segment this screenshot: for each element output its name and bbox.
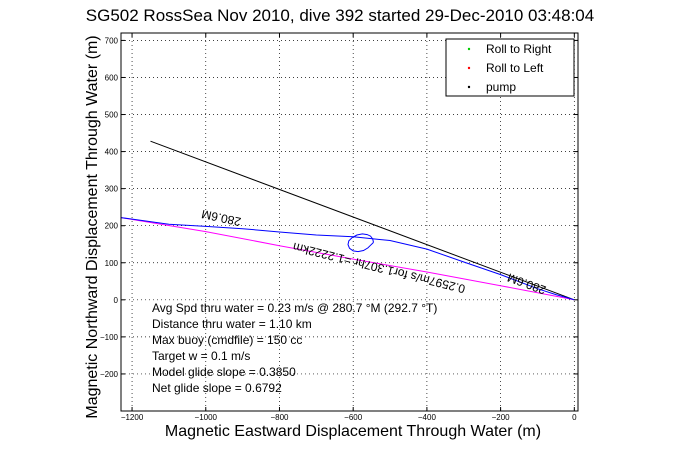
legend-label: Roll to Left xyxy=(486,61,544,75)
y-axis-label: Magnetic Northward Displacement Through … xyxy=(84,35,101,418)
x-tick-label: −200 xyxy=(492,413,511,422)
y-tick-label: 200 xyxy=(105,222,119,231)
y-tick-label: 300 xyxy=(105,185,119,194)
y-tick-label: 700 xyxy=(105,36,119,45)
axis-ticks: −1200 −1000 −800 −600 −400 −200 0−200−10001002… xyxy=(100,33,578,422)
stat-line: Net glide slope = 0.6792 xyxy=(152,381,282,395)
x-tick-label: −1200 xyxy=(121,413,144,422)
legend-label: pump xyxy=(486,80,516,94)
legend-marker xyxy=(467,66,471,70)
x-tick-label: −800 xyxy=(270,413,289,422)
surface-drift-loop xyxy=(347,233,374,253)
plot-data xyxy=(120,140,575,301)
x-tick-label: −600 xyxy=(344,413,363,422)
y-tick-label: 400 xyxy=(105,148,119,157)
heading-line xyxy=(150,140,575,301)
track-line xyxy=(120,217,575,301)
stats-block: Avg Spd thru water = 0.23 m/s @ 280.7 °M… xyxy=(152,301,437,395)
chart-title: SG502 RossSea Nov 2010, dive 392 started… xyxy=(86,6,594,25)
plot-frame xyxy=(120,32,579,412)
legend: Roll to Right Roll to Left pump xyxy=(445,38,575,97)
legend-marker xyxy=(467,85,471,89)
x-tick-label: −400 xyxy=(418,413,437,422)
stat-line: Target w = 0.1 m/s xyxy=(152,349,250,363)
y-tick-label: −100 xyxy=(100,333,119,342)
x-axis-label: Magnetic Eastward Displacement Through W… xyxy=(165,423,541,440)
y-tick-label: 600 xyxy=(105,73,119,82)
stat-line: Model glide slope = 0.3850 xyxy=(152,365,296,379)
y-tick-label: 500 xyxy=(105,111,119,120)
y-tick-label: −200 xyxy=(100,370,119,379)
x-tick-label: −1000 xyxy=(195,413,218,422)
y-tick-label: 100 xyxy=(105,259,119,268)
stat-line: Avg Spd thru water = 0.23 m/s @ 280.7 °M… xyxy=(152,301,437,315)
stat-line: Max buoy (cmdfile) = 150 cc xyxy=(152,333,302,347)
legend-box xyxy=(445,38,575,97)
legend-label: Roll to Right xyxy=(486,42,552,56)
net-displacement-line xyxy=(120,217,575,301)
x-tick-label: 0 xyxy=(572,413,577,422)
y-tick-label: 0 xyxy=(114,296,119,305)
legend-marker xyxy=(467,47,471,51)
stat-line: Distance thru water = 1.10 km xyxy=(152,317,312,331)
